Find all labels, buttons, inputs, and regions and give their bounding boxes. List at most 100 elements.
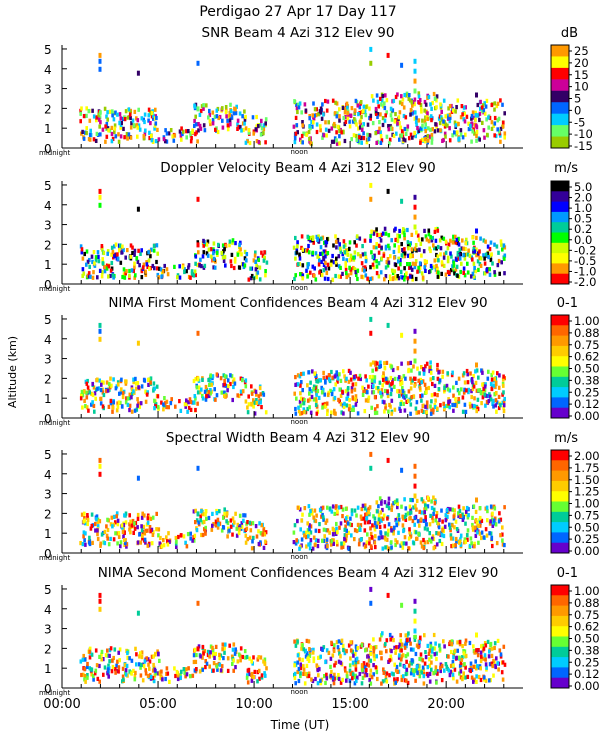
data-cell [338, 387, 342, 392]
data-cell [372, 672, 375, 677]
data-cell [454, 132, 458, 137]
data-cell [435, 531, 438, 536]
data-cell [435, 94, 439, 99]
data-cell [411, 253, 414, 259]
data-cell [450, 373, 454, 378]
data-cell [394, 668, 398, 673]
data-cell [424, 129, 427, 134]
colorbar-swatch [551, 501, 569, 513]
data-cell [86, 675, 89, 680]
data-cell [316, 681, 320, 686]
data-cell [384, 403, 388, 408]
data-cell [260, 118, 263, 123]
data-cell [99, 132, 102, 137]
data-cell [448, 119, 452, 124]
data-cell [321, 387, 325, 392]
data-cell [185, 269, 188, 274]
x-tick-label: 10:00 [235, 697, 272, 712]
data-cell [100, 657, 103, 662]
data-cell [382, 667, 385, 672]
data-cell [366, 276, 369, 281]
data-cell [306, 406, 309, 412]
data-cell [338, 134, 341, 139]
data-cell [255, 400, 259, 406]
data-cell [109, 536, 112, 541]
data-cell [215, 250, 219, 255]
data-cell [95, 118, 98, 123]
data-cell [333, 121, 336, 127]
data-cell [461, 409, 465, 414]
data-cell [294, 406, 297, 412]
data-cell [186, 532, 190, 537]
data-cell [293, 391, 296, 396]
data-cell [370, 250, 373, 255]
data-cell [253, 253, 257, 258]
data-cell [371, 523, 374, 528]
data-cell [189, 399, 193, 405]
data-cell [355, 243, 358, 248]
data-cell [354, 98, 358, 103]
data-cell [218, 509, 221, 514]
data-cell [130, 395, 133, 400]
data-cell [131, 245, 134, 250]
data-cell [108, 109, 112, 114]
data-cell [424, 503, 427, 508]
colorbar-label: 0.88 [574, 596, 600, 610]
data-cell [80, 672, 83, 678]
data-cell [461, 112, 464, 117]
data-cell [416, 269, 419, 274]
data-cell [443, 385, 446, 390]
data-cell [325, 133, 328, 138]
data-cell [79, 659, 83, 664]
data-cell [430, 393, 434, 398]
data-cell [459, 669, 463, 674]
data-cell [194, 407, 197, 413]
data-cell [448, 115, 452, 120]
data-cell [96, 386, 99, 391]
data-cell [307, 243, 310, 249]
data-cell [178, 264, 181, 269]
data-cell [209, 247, 213, 252]
data-cell [420, 398, 423, 403]
data-cell [163, 401, 167, 406]
data-cell [124, 109, 128, 114]
data-cell [117, 669, 120, 674]
data-cell [314, 251, 318, 256]
data-cell [133, 261, 136, 266]
data-cell [312, 384, 316, 389]
data-cell [156, 649, 159, 654]
data-cell [148, 659, 152, 664]
data-cell [385, 110, 388, 115]
data-cell [262, 528, 265, 533]
data-cell [471, 386, 475, 392]
data-cell [421, 118, 424, 123]
data-cell [338, 651, 341, 656]
data-cell [410, 667, 413, 673]
data-cell [336, 124, 340, 129]
data-cell [458, 664, 462, 669]
data-cell [116, 256, 120, 261]
data-cell [152, 654, 155, 659]
data-cell [312, 101, 315, 106]
data-cell [308, 651, 312, 656]
data-cell [352, 255, 355, 260]
data-cell [246, 680, 250, 685]
data-cell [369, 673, 372, 678]
data-cell [439, 668, 442, 674]
data-cell [137, 385, 140, 390]
data-cell [310, 394, 314, 399]
data-cell [198, 263, 201, 268]
data-cell [501, 124, 505, 129]
data-cell [501, 102, 504, 107]
data-cell [229, 373, 232, 378]
data-cell [475, 679, 478, 684]
data-cell [95, 663, 99, 668]
data-cell [390, 671, 394, 676]
data-cell [150, 247, 153, 252]
data-cell [379, 96, 382, 101]
data-cell [395, 645, 398, 650]
data-cell [397, 513, 401, 518]
data-cell [479, 106, 482, 111]
data-cell [232, 668, 235, 673]
data-cell [347, 530, 350, 535]
